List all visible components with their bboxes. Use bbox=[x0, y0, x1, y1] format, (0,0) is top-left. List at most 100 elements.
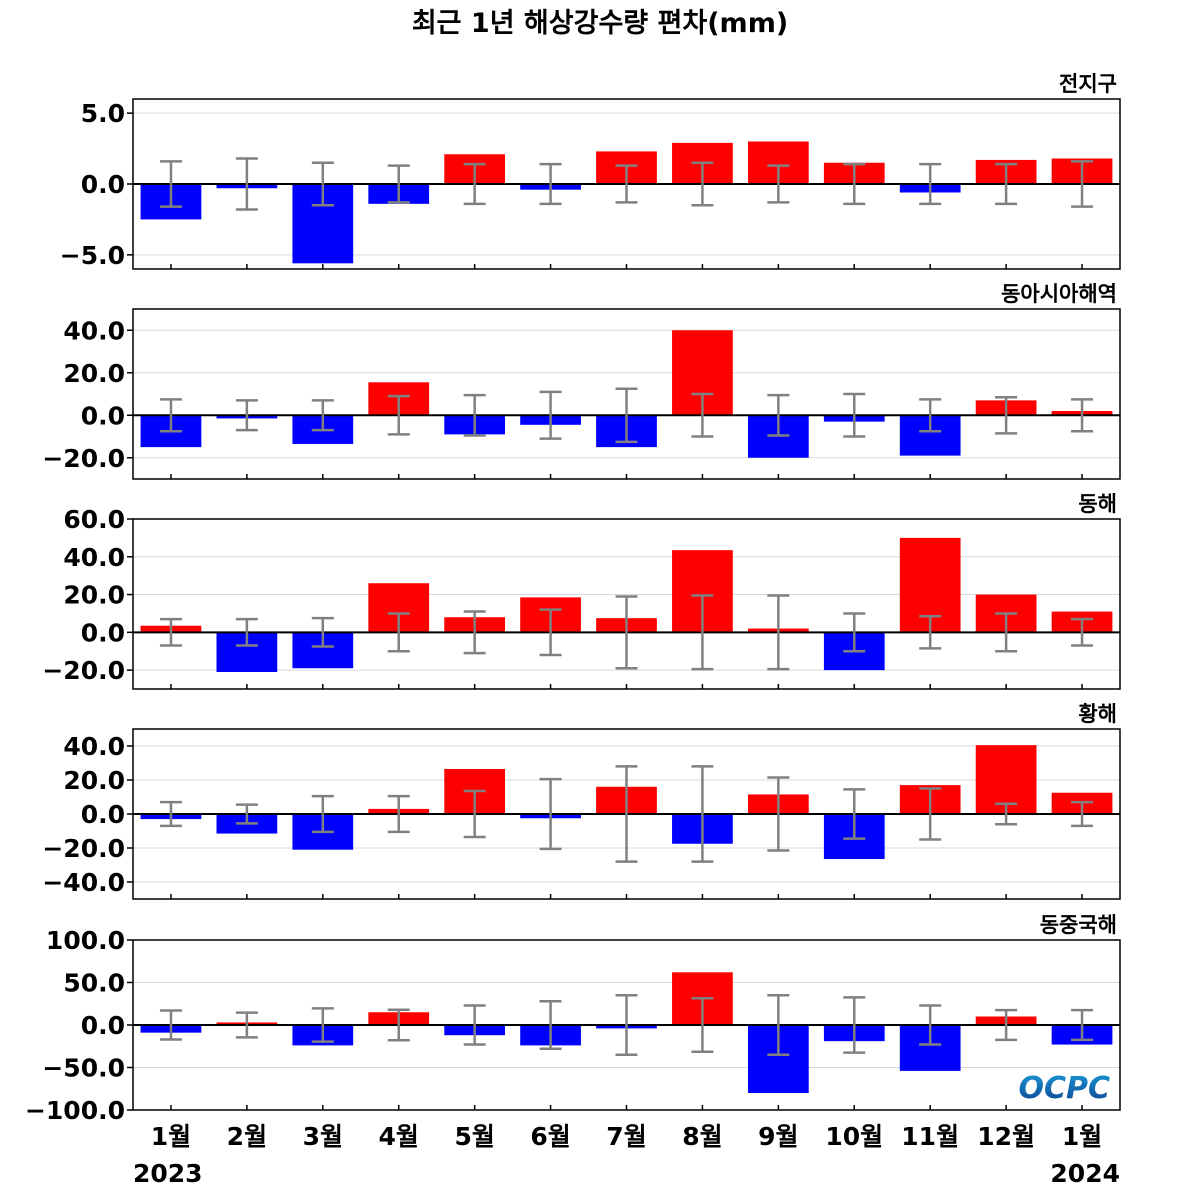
x-tick-label: 1월 bbox=[151, 1122, 191, 1151]
error-bar bbox=[691, 392, 714, 438]
bar bbox=[975, 745, 1037, 814]
error-bar bbox=[995, 395, 1018, 435]
y-tick-label: 0.0 bbox=[81, 618, 125, 647]
y-tick-label: 5.0 bbox=[81, 99, 125, 128]
x-tick-label: 6월 bbox=[530, 1122, 570, 1151]
error-bar bbox=[311, 1007, 334, 1043]
x-axis: 1월 2월 3월 4월 5월 6월 7월 8월 9월 10월 11월 12월 1월 2023 2024 bbox=[133, 1122, 1120, 1188]
logo-text: OCPC bbox=[1018, 1071, 1110, 1106]
year-start-label: 2023 bbox=[133, 1159, 203, 1188]
error-bar bbox=[691, 161, 714, 207]
error-bar bbox=[843, 392, 866, 438]
error-bar bbox=[311, 616, 334, 648]
error-bar bbox=[539, 390, 562, 440]
y-tick-label: 60.0 bbox=[63, 505, 125, 534]
x-tick-label: 1월 bbox=[1062, 1122, 1102, 1151]
y-tick-label: −100.0 bbox=[25, 1096, 125, 1125]
error-bar bbox=[1071, 800, 1094, 828]
error-bar bbox=[843, 612, 866, 653]
error-bar bbox=[919, 162, 942, 206]
error-bar bbox=[311, 161, 334, 207]
error-bar bbox=[843, 162, 866, 206]
y-tick-label: 100.0 bbox=[46, 926, 125, 955]
error-bar bbox=[463, 162, 486, 206]
error-bar bbox=[1071, 160, 1094, 208]
y-tick-label: 0.0 bbox=[81, 1011, 125, 1040]
x-tick-label: 5월 bbox=[454, 1122, 494, 1151]
error-bar bbox=[539, 608, 562, 657]
error-bar bbox=[767, 594, 790, 671]
error-bar bbox=[919, 787, 942, 841]
error-bar bbox=[615, 765, 638, 863]
error-bar bbox=[995, 1008, 1018, 1042]
error-bar bbox=[159, 160, 182, 208]
error-bar bbox=[387, 164, 410, 204]
y-tick-label: −5.0 bbox=[60, 241, 125, 270]
error-bar bbox=[1071, 617, 1094, 647]
panel-3: 60.0 40.0 20.0 0.0 −20.0 동해 bbox=[42, 492, 1121, 690]
error-bar bbox=[919, 398, 942, 433]
error-bar bbox=[159, 398, 182, 433]
x-tick-label: 11월 bbox=[901, 1122, 959, 1151]
x-tick-label: 4월 bbox=[379, 1122, 419, 1151]
y-tick-label: 0.0 bbox=[81, 170, 125, 199]
error-bar bbox=[235, 803, 258, 825]
x-tick-label: 8월 bbox=[682, 1122, 722, 1151]
error-bar bbox=[767, 393, 790, 437]
error-bar bbox=[767, 994, 790, 1056]
y-tick-label: −20.0 bbox=[42, 444, 125, 473]
panel-region-label: 전지구 bbox=[1059, 72, 1117, 96]
error-bar bbox=[387, 1008, 410, 1042]
x-tick-label: 12월 bbox=[977, 1122, 1035, 1151]
error-bar bbox=[691, 996, 714, 1054]
error-bar bbox=[387, 612, 410, 653]
error-bar bbox=[995, 802, 1018, 826]
error-bar bbox=[767, 164, 790, 204]
error-bar bbox=[463, 610, 486, 655]
y-tick-label: 50.0 bbox=[63, 969, 125, 998]
chart-title: 최근 1년 해상강수량 편차(mm) bbox=[412, 8, 788, 39]
error-bar bbox=[235, 1011, 258, 1039]
x-tick-label: 9월 bbox=[758, 1122, 798, 1151]
chart-panels: 5.0 0.0 −5.0 전지구 40.0 20.0 0.0 −20.0 동아시아해역 60.0 4… bbox=[25, 72, 1121, 1125]
y-tick-label: 40.0 bbox=[63, 732, 125, 761]
error-bar bbox=[311, 794, 334, 834]
error-bar bbox=[463, 789, 486, 839]
panel-region-label: 동아시아해역 bbox=[1001, 282, 1117, 306]
y-tick-label: −20.0 bbox=[42, 834, 125, 863]
error-bar bbox=[311, 399, 334, 432]
x-tick-label: 2월 bbox=[227, 1122, 267, 1151]
panel-4: 40.0 20.0 0.0 −20.0 −40.0 황해 bbox=[42, 702, 1121, 900]
error-bar bbox=[235, 399, 258, 432]
error-bar bbox=[615, 994, 638, 1056]
x-tick-label: 7월 bbox=[606, 1122, 646, 1151]
panel-region-label: 동해 bbox=[1078, 492, 1117, 516]
panel-5: 100.0 50.0 0.0 −50.0 −100.0 동중국해 bbox=[25, 913, 1121, 1125]
y-tick-label: 0.0 bbox=[81, 401, 125, 430]
y-tick-label: −20.0 bbox=[42, 656, 125, 685]
x-tick-label: 3월 bbox=[303, 1122, 343, 1151]
panel-2: 40.0 20.0 0.0 −20.0 동아시아해역 bbox=[42, 282, 1121, 480]
error-bar bbox=[463, 1004, 486, 1046]
error-bar bbox=[995, 162, 1018, 206]
error-bar bbox=[1071, 1008, 1094, 1042]
error-bar bbox=[1071, 398, 1094, 433]
error-bar bbox=[159, 617, 182, 647]
panel-1: 5.0 0.0 −5.0 전지구 bbox=[60, 72, 1121, 270]
error-bar bbox=[615, 387, 638, 444]
error-bar bbox=[615, 595, 638, 670]
y-tick-label: 40.0 bbox=[63, 316, 125, 345]
x-tick-label: 10월 bbox=[825, 1122, 883, 1151]
y-tick-label: 40.0 bbox=[63, 543, 125, 572]
error-bar bbox=[767, 776, 790, 852]
y-tick-label: 0.0 bbox=[81, 800, 125, 829]
error-bar bbox=[691, 765, 714, 863]
error-bar bbox=[919, 1004, 942, 1046]
panel-region-label: 황해 bbox=[1078, 702, 1117, 726]
error-bar bbox=[235, 157, 258, 211]
error-bar bbox=[919, 615, 942, 650]
ocpc-logo: OCPC bbox=[1018, 1071, 1110, 1106]
error-bar bbox=[387, 794, 410, 834]
error-bar bbox=[387, 394, 410, 436]
